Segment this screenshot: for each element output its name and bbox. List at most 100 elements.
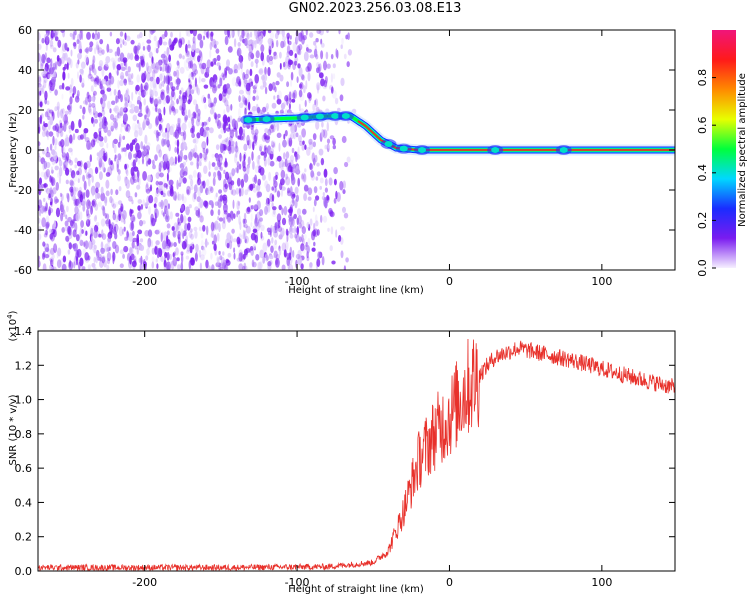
noise-speck: [238, 126, 243, 137]
noise-speck: [67, 72, 70, 79]
noise-speck: [237, 201, 241, 206]
signal-blob-core: [399, 145, 408, 152]
noise-speck: [154, 229, 160, 235]
noise-speck: [86, 213, 91, 219]
noise-speck: [290, 132, 294, 140]
noise-speck: [160, 81, 164, 87]
noise-speck: [93, 131, 98, 139]
noise-speck: [323, 79, 328, 88]
noise-speck: [256, 200, 261, 210]
noise-speck: [166, 46, 170, 56]
noise-speck: [183, 59, 187, 69]
x-tick-label: 0: [446, 576, 453, 589]
noise-speck: [157, 96, 162, 103]
noise-speck: [108, 48, 113, 54]
noise-speck: [69, 32, 73, 38]
noise-speck: [233, 247, 236, 253]
noise-speck: [95, 255, 98, 264]
noise-speck: [339, 94, 344, 102]
noise-speck: [281, 217, 287, 226]
noise-speck: [243, 262, 247, 269]
noise-speck: [122, 135, 126, 140]
noise-speck: [238, 233, 242, 238]
noise-speck: [215, 152, 219, 162]
noise-speck: [47, 131, 49, 141]
noise-speck: [240, 178, 245, 188]
noise-speck: [294, 53, 297, 59]
noise-speck: [190, 161, 194, 166]
noise-speck: [309, 163, 314, 171]
noise-speck: [169, 76, 173, 82]
colorbar-tick-label: 0.0: [696, 259, 709, 277]
noise-speck: [101, 106, 105, 112]
noise-speck: [230, 104, 233, 111]
noise-speck: [182, 215, 187, 225]
noise-speck: [145, 108, 151, 118]
noise-speck: [56, 55, 60, 62]
snr-x-ticks: -200 -100 0 100: [132, 331, 612, 589]
noise-speck: [192, 147, 196, 158]
noise-speck: [187, 109, 191, 118]
noise-speck: [312, 206, 315, 213]
noise-speck: [66, 62, 69, 71]
noise-speck: [208, 160, 211, 171]
noise-speck: [346, 156, 351, 163]
noise-speck: [151, 106, 157, 111]
noise-speck: [196, 132, 201, 139]
noise-speck: [272, 243, 278, 250]
noise-speck: [316, 61, 320, 68]
noise-speck: [235, 187, 240, 195]
noise-speck: [244, 189, 249, 196]
noise-speck: [261, 174, 266, 181]
noise-speck: [305, 30, 308, 36]
noise-speck: [153, 203, 157, 208]
noise-speck: [289, 49, 294, 57]
noise-speck: [328, 177, 333, 186]
noise-speck: [248, 78, 253, 85]
noise-speck: [263, 145, 267, 154]
noise-speck: [157, 40, 160, 49]
noise-speck: [160, 256, 164, 263]
noise-speck: [61, 82, 65, 90]
noise-speck: [186, 189, 190, 195]
noise-speck: [240, 186, 244, 197]
noise-speck: [62, 209, 66, 218]
y-tick-label: 1.4: [15, 325, 33, 338]
noise-speck: [283, 249, 287, 258]
noise-speck: [39, 114, 43, 125]
noise-speck: [280, 102, 286, 110]
noise-speck: [51, 176, 54, 186]
noise-speck: [99, 39, 104, 45]
noise-speck: [308, 93, 312, 101]
noise-speck: [271, 202, 274, 209]
noise-speck: [82, 114, 85, 120]
noise-speck: [167, 75, 170, 85]
noise-speck: [319, 177, 324, 184]
noise-speck: [301, 128, 306, 138]
noise-speck: [135, 84, 140, 92]
noise-speck: [269, 31, 275, 40]
noise-speck: [191, 116, 195, 126]
noise-speck: [78, 238, 82, 244]
noise-speck: [120, 94, 123, 103]
noise-speck: [55, 181, 59, 191]
noise-speck: [94, 47, 97, 55]
noise-speck: [215, 192, 218, 198]
noise-speck: [276, 94, 280, 100]
noise-speck: [166, 89, 170, 97]
noise-speck: [84, 251, 89, 261]
noise-speck: [156, 134, 160, 142]
y-tick-label: -60: [14, 264, 32, 277]
noise-speck: [116, 159, 120, 169]
noise-speck: [60, 130, 64, 137]
noise-speck: [236, 78, 240, 84]
noise-speck: [214, 44, 217, 49]
noise-speck: [214, 113, 218, 120]
noise-speck: [332, 63, 336, 69]
noise-speck: [39, 183, 43, 191]
noise-speck: [322, 192, 325, 197]
noise-speck: [46, 130, 49, 138]
noise-speck: [140, 204, 144, 210]
noise-speck: [212, 177, 216, 187]
noise-speck: [125, 70, 129, 77]
